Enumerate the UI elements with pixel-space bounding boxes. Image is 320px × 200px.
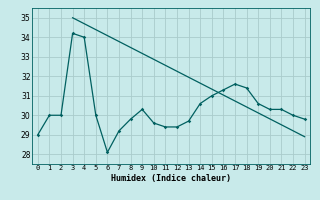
X-axis label: Humidex (Indice chaleur): Humidex (Indice chaleur): [111, 174, 231, 183]
